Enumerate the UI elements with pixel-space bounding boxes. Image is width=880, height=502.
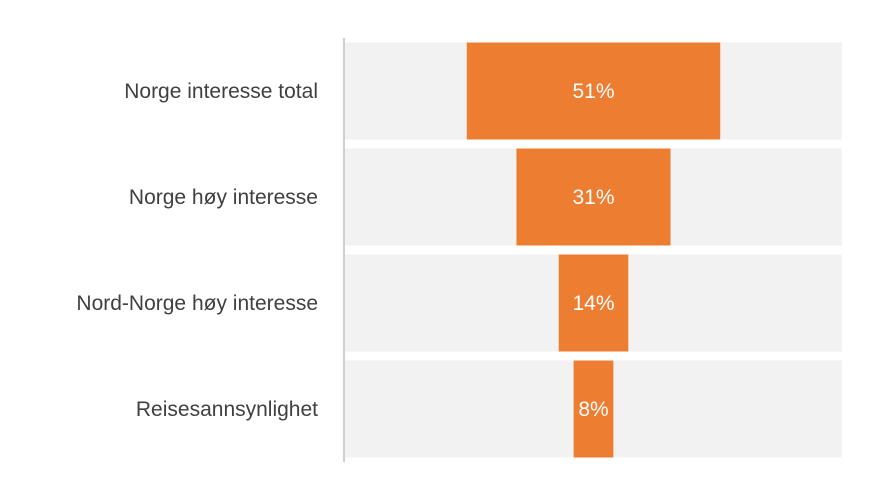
category-label: Norge interesse total <box>124 80 318 103</box>
category-labels: Norge interesse total Norge høy interesse… <box>76 80 318 421</box>
data-label: 14% <box>572 292 614 315</box>
funnel-bars <box>466 42 721 458</box>
funnel-bar <box>466 42 721 140</box>
data-label: 31% <box>572 186 614 209</box>
funnel-bar <box>573 360 614 458</box>
data-label: 8% <box>578 398 608 421</box>
funnel-bar <box>558 254 629 352</box>
funnel-bar <box>516 148 671 246</box>
category-label: Reisesannsynlighet <box>136 398 318 421</box>
data-labels: 51% 31% 14% 8% <box>572 80 614 421</box>
data-label: 51% <box>572 80 614 103</box>
category-label: Norge høy interesse <box>129 186 318 209</box>
category-label: Nord-Norge høy interesse <box>76 292 318 315</box>
